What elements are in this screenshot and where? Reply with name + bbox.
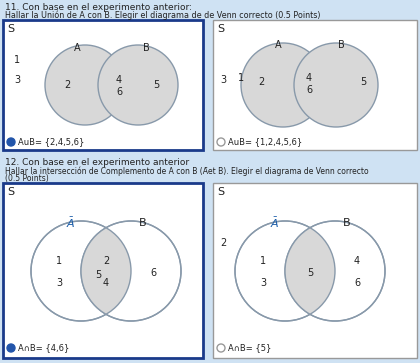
Text: 4: 4 xyxy=(306,73,312,83)
FancyBboxPatch shape xyxy=(213,183,417,358)
Text: 2: 2 xyxy=(220,238,226,248)
Text: B: B xyxy=(338,40,344,50)
Text: 1: 1 xyxy=(56,256,62,266)
FancyBboxPatch shape xyxy=(3,183,203,358)
Text: B: B xyxy=(139,218,147,228)
Text: S: S xyxy=(7,24,14,34)
Text: 5: 5 xyxy=(95,270,101,280)
Text: Hallar la intersección de Complemento de A con B (Āet B). Elegir el diagrama de: Hallar la intersección de Complemento de… xyxy=(5,166,369,175)
FancyBboxPatch shape xyxy=(213,20,417,150)
Text: (0.5 Points): (0.5 Points) xyxy=(5,174,49,183)
Text: B: B xyxy=(343,218,351,228)
Text: $\bar{A}$: $\bar{A}$ xyxy=(270,216,280,230)
Text: B: B xyxy=(143,43,150,53)
Text: 5: 5 xyxy=(307,268,313,278)
Text: 3: 3 xyxy=(220,75,226,85)
Text: 5: 5 xyxy=(360,77,366,87)
Circle shape xyxy=(285,221,385,321)
Text: 5: 5 xyxy=(153,80,159,90)
Circle shape xyxy=(31,221,131,321)
Circle shape xyxy=(235,221,335,321)
Text: 6: 6 xyxy=(354,278,360,288)
Text: S: S xyxy=(217,187,224,197)
Text: A∩B= {4,6}: A∩B= {4,6} xyxy=(18,343,69,352)
Text: 3: 3 xyxy=(260,278,266,288)
Text: 11. Con base en el experimento anterior:: 11. Con base en el experimento anterior: xyxy=(5,3,192,12)
Text: A: A xyxy=(275,40,281,50)
Text: 3: 3 xyxy=(14,75,20,85)
Text: S: S xyxy=(7,187,14,197)
Circle shape xyxy=(7,344,15,352)
Circle shape xyxy=(81,221,181,321)
Text: 1: 1 xyxy=(260,256,266,266)
Text: 1: 1 xyxy=(14,55,20,65)
Circle shape xyxy=(294,43,378,127)
Circle shape xyxy=(217,138,225,146)
Text: 2: 2 xyxy=(103,256,109,266)
Text: 6: 6 xyxy=(116,87,122,97)
Text: AuB= {2,4,5,6}: AuB= {2,4,5,6} xyxy=(18,138,84,147)
Text: 6: 6 xyxy=(306,85,312,95)
Circle shape xyxy=(241,43,325,127)
Circle shape xyxy=(31,221,131,321)
Circle shape xyxy=(7,138,15,146)
FancyBboxPatch shape xyxy=(3,20,203,150)
Text: 3: 3 xyxy=(56,278,62,288)
Text: 2: 2 xyxy=(258,77,264,87)
Circle shape xyxy=(45,45,125,125)
Text: 4: 4 xyxy=(103,278,109,288)
Text: A∩B= {5}: A∩B= {5} xyxy=(228,343,271,352)
Text: AuB= {1,2,4,5,6}: AuB= {1,2,4,5,6} xyxy=(228,138,302,147)
Text: 4: 4 xyxy=(354,256,360,266)
Text: $\bar{A}$: $\bar{A}$ xyxy=(66,216,76,230)
Text: S: S xyxy=(217,24,224,34)
Text: 12. Con base en el experimento anterior: 12. Con base en el experimento anterior xyxy=(5,158,189,167)
Text: A: A xyxy=(74,43,80,53)
Text: 2: 2 xyxy=(64,80,70,90)
Text: 1: 1 xyxy=(238,73,244,83)
Circle shape xyxy=(98,45,178,125)
Text: 6: 6 xyxy=(150,268,156,278)
Text: Hallar la Unión de A con B. Elegir el diagrama de de Venn correcto (0.5 Points): Hallar la Unión de A con B. Elegir el di… xyxy=(5,11,320,20)
Circle shape xyxy=(217,344,225,352)
Text: 4: 4 xyxy=(116,75,122,85)
Circle shape xyxy=(235,221,335,321)
